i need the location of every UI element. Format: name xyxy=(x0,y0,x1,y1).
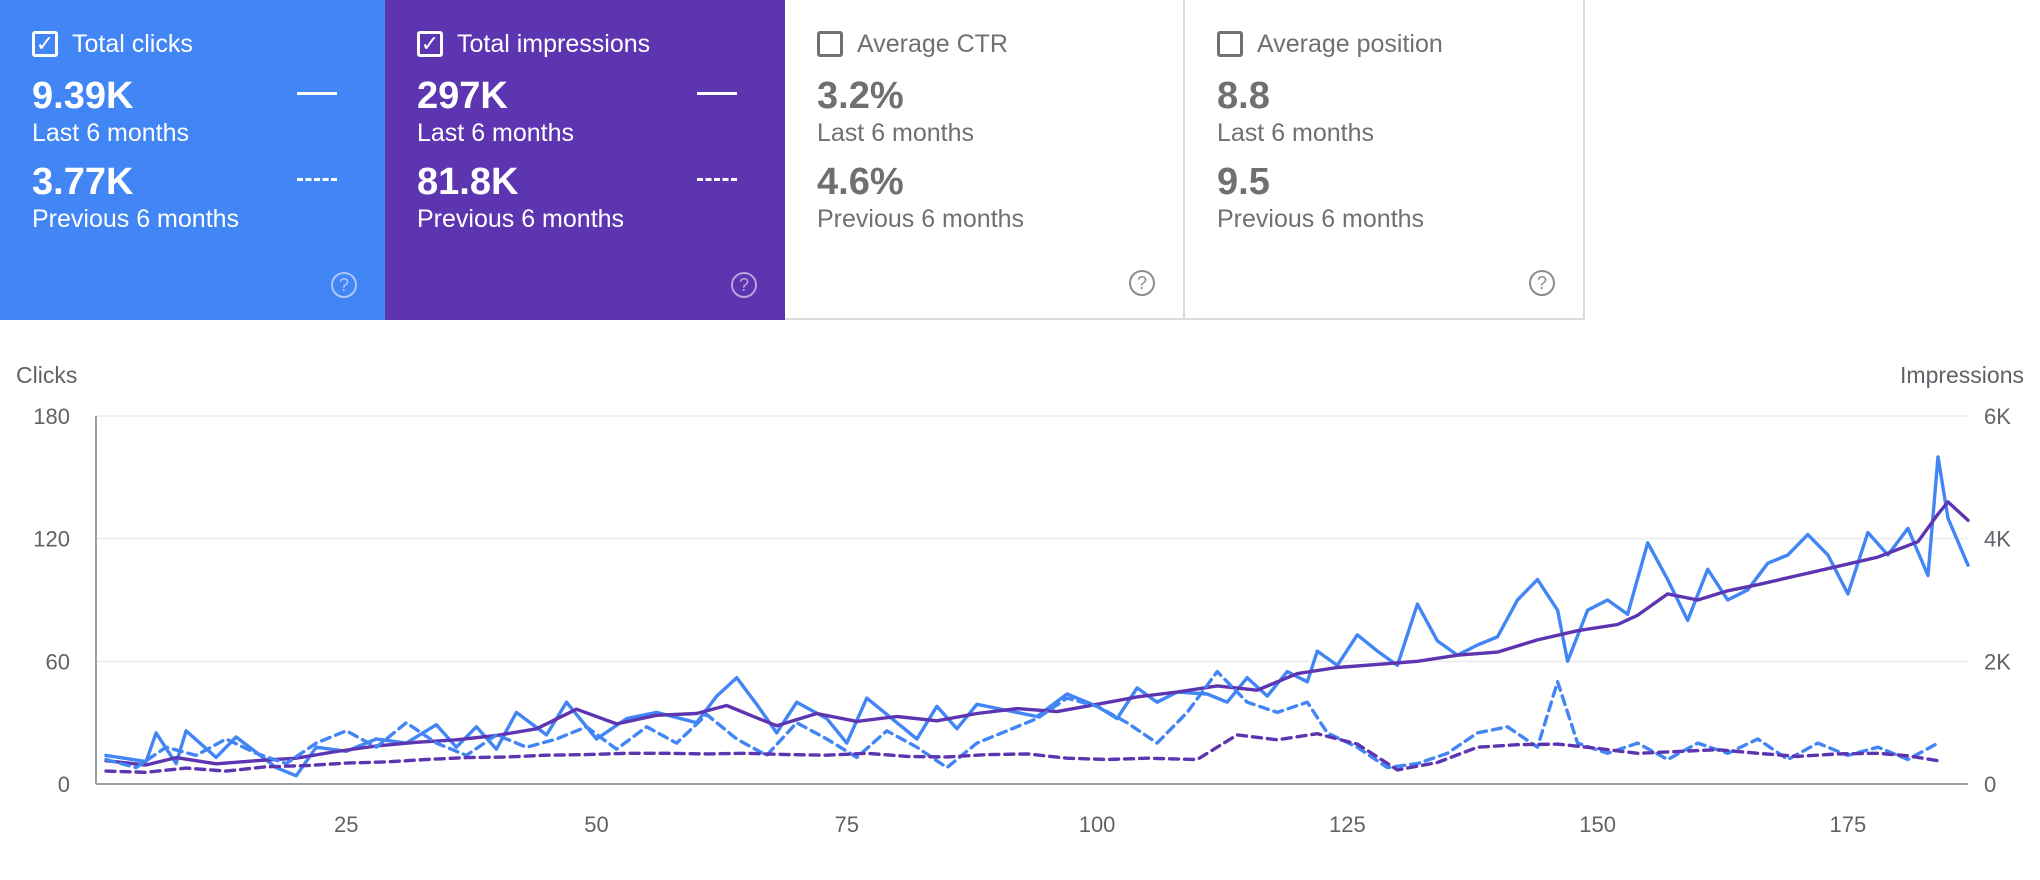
unchecked-checkbox-icon[interactable] xyxy=(1217,31,1243,57)
series-line xyxy=(104,669,1940,770)
card-title: Average position xyxy=(1257,29,1443,58)
current-value: 297K xyxy=(417,75,508,117)
current-metric: 297K Last 6 months xyxy=(417,74,785,148)
help-icon[interactable]: ? xyxy=(331,272,357,298)
y-right-tick-label: 0 xyxy=(1984,772,1996,797)
previous-value: 81.8K xyxy=(417,161,519,203)
dashed-line-legend-icon xyxy=(297,178,337,181)
previous-value: 3.77K xyxy=(32,161,134,203)
current-value: 8.8 xyxy=(1217,75,1270,117)
previous-metric: 3.77K Previous 6 months xyxy=(32,160,385,234)
solid-line-legend-icon xyxy=(297,92,337,95)
current-metric: 3.2% Last 6 months xyxy=(817,74,1183,148)
card-title: Total clicks xyxy=(72,29,193,58)
x-tick-label: 50 xyxy=(584,812,608,837)
previous-metric: 4.6% Previous 6 months xyxy=(817,160,1183,234)
performance-chart: 0 60 120 180 0 2K 4K 6K 25 50 75 100 125 150 175 Click… xyxy=(16,362,2024,837)
help-icon[interactable]: ? xyxy=(1529,270,1555,296)
average-position-card[interactable]: Average position 8.8 Last 6 months 9.5 P… xyxy=(1185,0,1585,320)
axes: 0 60 120 180 0 2K 4K 6K 25 50 75 100 125 150 175 xyxy=(33,404,2011,837)
previous-metric: 81.8K Previous 6 months xyxy=(417,160,785,234)
card-title: Average CTR xyxy=(857,29,1008,58)
y-axis-left-label: Clicks xyxy=(16,362,77,388)
current-label: Last 6 months xyxy=(417,119,575,147)
series-line xyxy=(104,455,1970,778)
total-clicks-card[interactable]: ✓ Total clicks 9.39K Last 6 months 3.77K… xyxy=(0,0,385,320)
x-tick-label: 75 xyxy=(835,812,859,837)
x-tick-label: 100 xyxy=(1079,812,1116,837)
previous-label: Previous 6 months xyxy=(32,205,240,233)
card-header: Average CTR xyxy=(817,26,1183,62)
current-label: Last 6 months xyxy=(817,119,975,147)
dashed-line-legend-icon xyxy=(697,178,737,181)
series-line xyxy=(104,732,1940,774)
card-header: Average position xyxy=(1217,26,1583,62)
checked-checkbox-icon[interactable]: ✓ xyxy=(417,31,443,57)
help-icon[interactable]: ? xyxy=(731,272,757,298)
previous-value: 9.5 xyxy=(1217,161,1270,203)
series-line xyxy=(104,500,1970,767)
current-value: 3.2% xyxy=(817,75,904,117)
previous-metric: 9.5 Previous 6 months xyxy=(1217,160,1583,234)
x-tick-label: 125 xyxy=(1329,812,1366,837)
checked-checkbox-icon[interactable]: ✓ xyxy=(32,31,58,57)
previous-label: Previous 6 months xyxy=(417,205,625,233)
metric-cards: ✓ Total clicks 9.39K Last 6 months 3.77K… xyxy=(0,0,1585,320)
x-tick-label: 150 xyxy=(1579,812,1616,837)
help-icon[interactable]: ? xyxy=(1129,270,1155,296)
previous-label: Previous 6 months xyxy=(817,205,1025,233)
y-left-tick-label: 120 xyxy=(33,527,70,552)
previous-label: Previous 6 months xyxy=(1217,205,1425,233)
current-label: Last 6 months xyxy=(32,119,190,147)
card-header: ✓ Total impressions xyxy=(417,26,785,62)
card-title: Total impressions xyxy=(457,29,651,58)
y-left-tick-label: 0 xyxy=(58,772,70,797)
y-axis-right-label: Impressions xyxy=(1900,362,2024,388)
y-right-tick-label: 6K xyxy=(1984,404,2011,429)
y-right-tick-label: 4K xyxy=(1984,527,2011,552)
y-left-tick-label: 180 xyxy=(33,404,70,429)
card-header: ✓ Total clicks xyxy=(32,26,385,62)
previous-value: 4.6% xyxy=(817,161,904,203)
y-right-tick-label: 2K xyxy=(1984,649,2011,674)
x-tick-label: 175 xyxy=(1830,812,1867,837)
current-label: Last 6 months xyxy=(1217,119,1375,147)
solid-line-legend-icon xyxy=(697,92,737,95)
average-ctr-card[interactable]: Average CTR 3.2% Last 6 months 4.6% Prev… xyxy=(785,0,1185,320)
unchecked-checkbox-icon[interactable] xyxy=(817,31,843,57)
x-tick-label: 25 xyxy=(334,812,358,837)
total-impressions-card[interactable]: ✓ Total impressions 297K Last 6 months 8… xyxy=(385,0,785,320)
current-metric: 9.39K Last 6 months xyxy=(32,74,385,148)
series-lines xyxy=(104,455,1970,778)
current-value: 9.39K xyxy=(32,75,134,117)
y-left-tick-label: 60 xyxy=(46,649,70,674)
grid-lines xyxy=(96,415,1968,785)
current-metric: 8.8 Last 6 months xyxy=(1217,74,1583,148)
